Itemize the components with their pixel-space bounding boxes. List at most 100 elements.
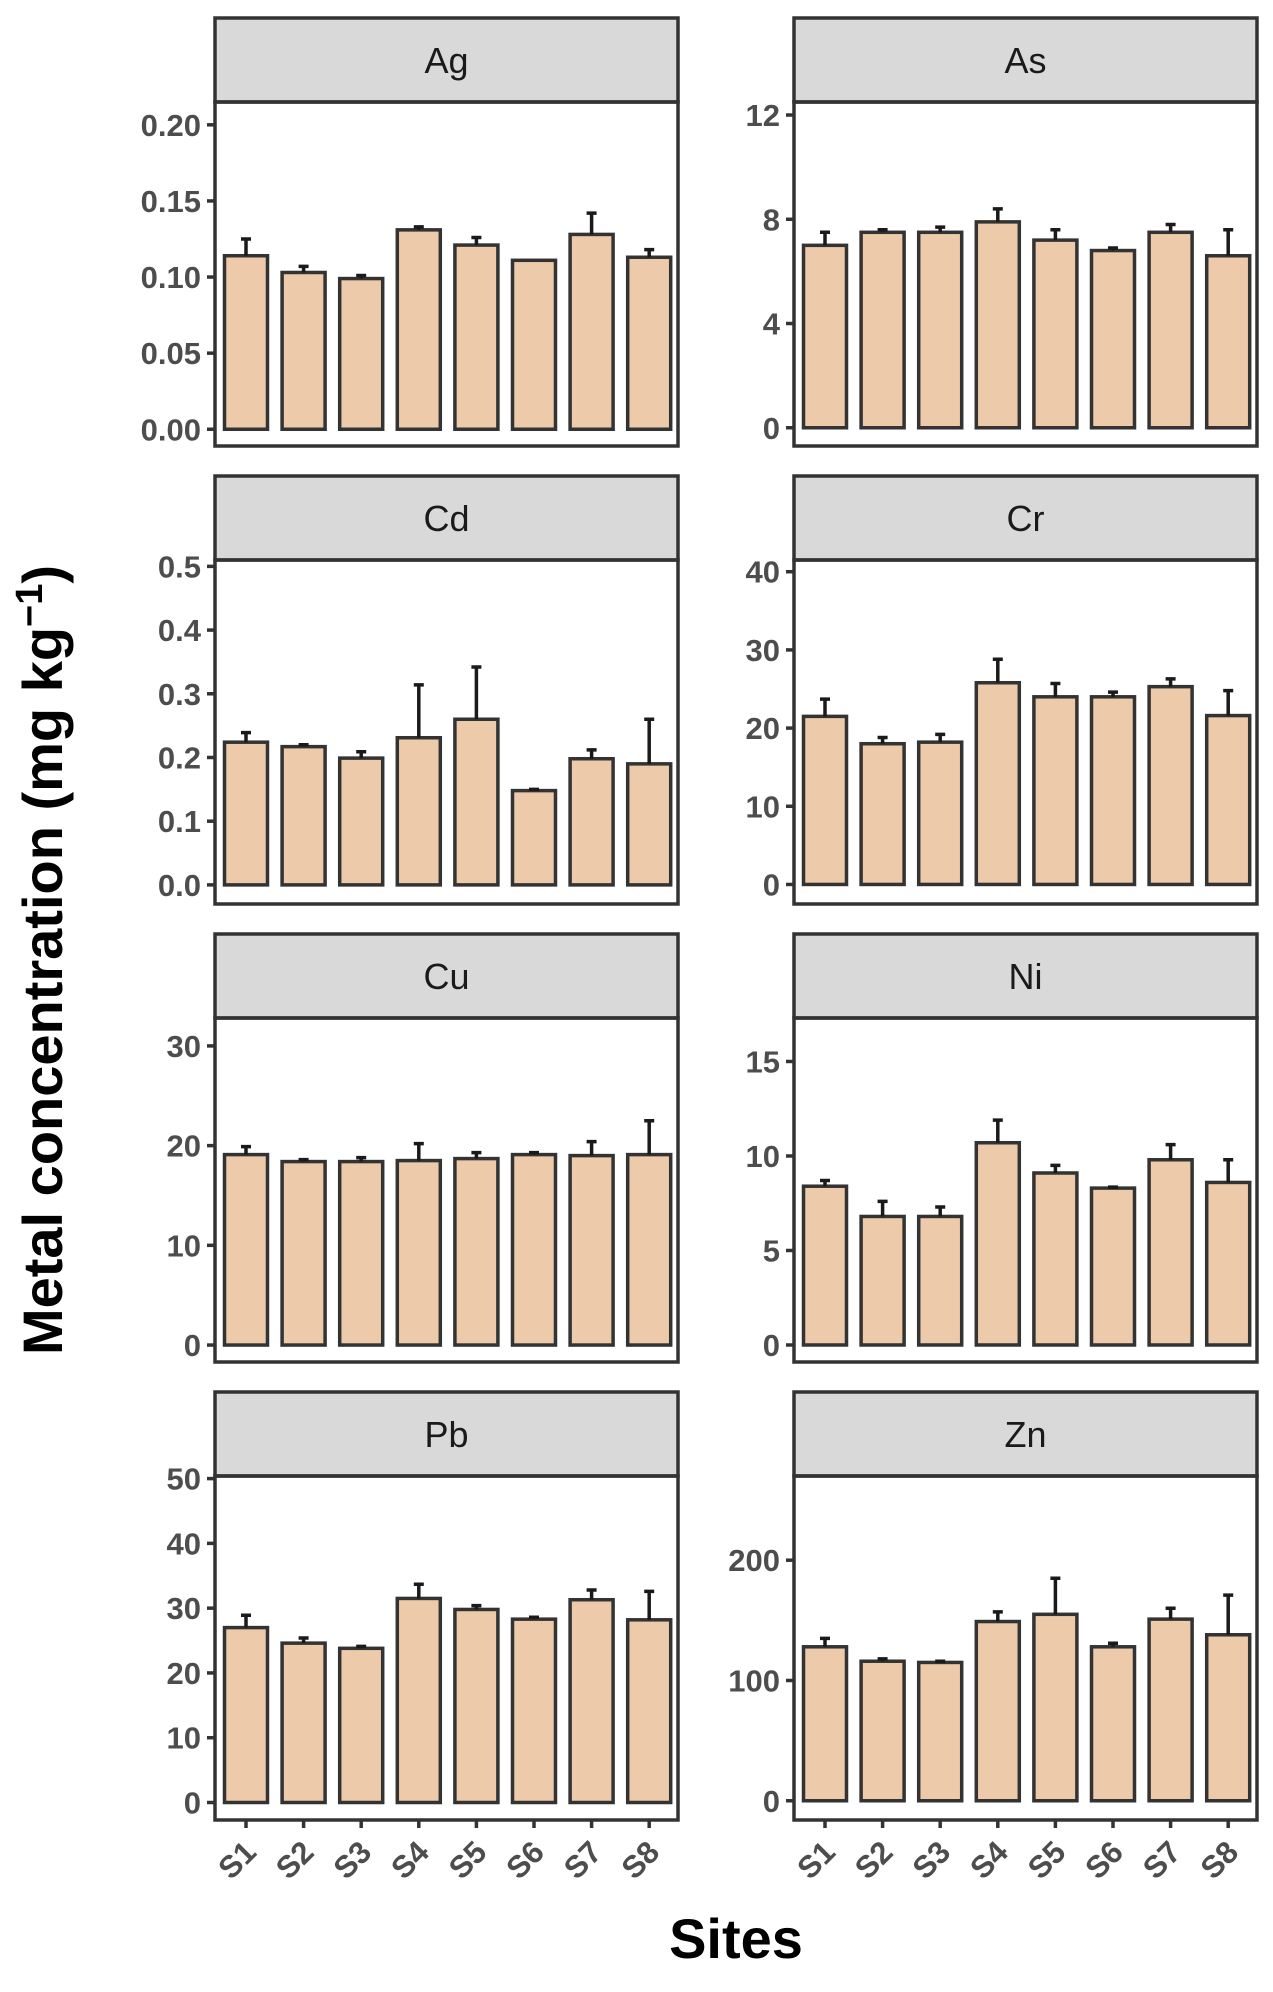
y-tick-label: 0.0 xyxy=(158,868,201,903)
y-tick-label: 0.1 xyxy=(158,804,201,839)
strip-label: Ag xyxy=(424,40,468,81)
bar-s1 xyxy=(801,243,849,430)
x-axis-title: Sites xyxy=(669,1907,803,1970)
bar-s5 xyxy=(1032,1612,1079,1803)
y-tick-label: 0.3 xyxy=(158,677,201,712)
strip-background xyxy=(792,474,1259,562)
bar-s8 xyxy=(625,762,673,887)
bar-s5 xyxy=(1032,1171,1079,1347)
error-bar xyxy=(1050,681,1061,697)
y-tick-label: 30 xyxy=(746,633,780,668)
bar-s2 xyxy=(859,741,906,887)
error-bar xyxy=(935,1659,946,1663)
bar-s1 xyxy=(801,1184,849,1347)
error-bar xyxy=(1165,1142,1176,1160)
bar-s6 xyxy=(1089,1645,1137,1803)
y-tick-label: 10 xyxy=(746,1139,780,1174)
x-tick-label: S2 xyxy=(269,1834,321,1886)
bar-s4 xyxy=(974,680,1022,887)
error-bar xyxy=(935,225,946,233)
y-tick-label: 10 xyxy=(167,1228,201,1263)
bar-s1 xyxy=(222,253,270,432)
error-bar xyxy=(644,717,655,764)
x-tick-label: S5 xyxy=(1021,1834,1073,1886)
error-bar xyxy=(820,697,830,717)
error-bar xyxy=(586,1139,597,1156)
bar-s8 xyxy=(625,1618,673,1805)
error-bar xyxy=(1108,246,1118,251)
panel-ni: Ni 0 5 10 15 xyxy=(746,932,1259,1364)
y-tick-label: 0.20 xyxy=(141,108,201,143)
error-bar xyxy=(586,748,597,759)
x-tick-label: S7 xyxy=(1136,1834,1188,1886)
error-bar xyxy=(413,225,424,230)
bar-s1 xyxy=(222,1625,270,1805)
error-bar xyxy=(471,1150,482,1159)
error-bar xyxy=(820,230,830,246)
bar-s3 xyxy=(916,1660,964,1803)
error-bar xyxy=(1165,1606,1176,1620)
error-bar xyxy=(1165,222,1176,233)
error-bar xyxy=(877,1657,888,1662)
bar-s6 xyxy=(510,258,558,432)
error-bar xyxy=(413,1141,424,1161)
y-tick-label: 8 xyxy=(763,202,780,237)
plot-frame xyxy=(792,100,1259,448)
strip-background xyxy=(792,932,1259,1020)
y-tick-label: 0 xyxy=(184,1328,201,1363)
error-bar xyxy=(992,1610,1003,1622)
y-tick-label: 40 xyxy=(746,555,780,590)
bar-s8 xyxy=(1204,1180,1252,1347)
error-bar xyxy=(1108,1185,1118,1189)
strip-background xyxy=(213,932,680,1020)
strip-label: Ni xyxy=(1009,956,1043,997)
bar-s7 xyxy=(1147,1158,1194,1347)
strip-label: Cr xyxy=(1007,498,1045,539)
strip-label: Cu xyxy=(423,956,469,997)
error-bar xyxy=(644,1589,655,1620)
x-tick-label: S8 xyxy=(1194,1834,1246,1886)
y-axis-title-close: ) xyxy=(11,565,74,584)
bar-s3 xyxy=(337,756,385,887)
panel-as: As 0 4 8 12 xyxy=(746,16,1259,448)
y-tick-label: 0 xyxy=(763,1328,780,1363)
error-bar xyxy=(529,1615,539,1620)
y-tick-label: 0 xyxy=(763,1784,780,1819)
strip-label: As xyxy=(1004,40,1046,81)
error-bar xyxy=(1223,1593,1234,1635)
bar-s8 xyxy=(625,255,673,432)
y-tick-label: 0 xyxy=(763,411,780,446)
x-tick-label: S6 xyxy=(499,1834,551,1886)
y-tick-label: 0 xyxy=(763,867,780,902)
bar-s5 xyxy=(453,1156,500,1347)
error-bar xyxy=(877,735,888,744)
error-bar xyxy=(1050,1576,1061,1615)
error-bar xyxy=(1223,1158,1234,1183)
plot-frame xyxy=(792,1016,1259,1364)
error-bar xyxy=(992,657,1003,683)
y-axis-title-main: Metal concentration (mg kg xyxy=(11,627,74,1355)
strip-background xyxy=(213,16,680,104)
y-tick-label: 0.2 xyxy=(158,740,201,775)
bar-s3 xyxy=(337,1159,385,1347)
bar-s4 xyxy=(395,1158,443,1347)
bar-s2 xyxy=(280,744,327,887)
bar-s1 xyxy=(801,1645,849,1803)
y-tick-label: 0.05 xyxy=(141,336,201,371)
error-bar xyxy=(241,1144,251,1155)
bar-s6 xyxy=(1089,248,1137,430)
error-bar xyxy=(241,237,251,256)
panel-cu: Cu 0 10 20 30 xyxy=(167,932,680,1364)
y-tick-label: 20 xyxy=(167,1129,201,1164)
error-bar xyxy=(935,1205,946,1217)
x-tick-label: S3 xyxy=(906,1834,958,1886)
y-tick-label: 0.15 xyxy=(141,184,201,219)
error-bar xyxy=(241,730,251,743)
error-bar xyxy=(471,665,482,720)
y-tick-label: 20 xyxy=(746,711,780,746)
y-tick-label: 15 xyxy=(746,1044,780,1079)
bar-s7 xyxy=(1147,1617,1194,1803)
bar-s6 xyxy=(510,1152,558,1347)
error-bar xyxy=(356,749,367,759)
y-tick-label: 10 xyxy=(746,789,780,824)
